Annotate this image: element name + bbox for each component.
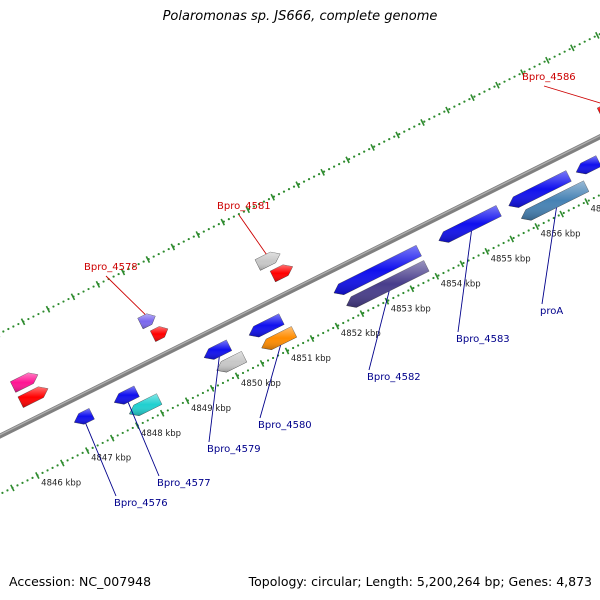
tick-mark: [45, 305, 51, 313]
bpro-4579-feature: [203, 339, 233, 360]
bpro-4586-label: Bpro_4586: [522, 72, 576, 83]
bpro-4581-feature: [254, 251, 281, 271]
tick-mark: [10, 484, 15, 492]
tick-label: 4848 kbp: [141, 429, 181, 439]
tick-mark: [484, 247, 490, 255]
tick-mark: [85, 447, 90, 455]
gene-feature: [508, 170, 572, 208]
accession-text: Accession: NC_007948: [9, 574, 152, 589]
tick-mark: [70, 293, 76, 301]
tick-mark: [534, 223, 539, 230]
tick-mark: [359, 310, 365, 318]
gene-feature: [269, 264, 294, 283]
tick-mark: [220, 218, 226, 226]
tick-label: 4853 kbp: [391, 304, 431, 314]
tick-mark: [409, 285, 415, 293]
tick-mark: [595, 31, 600, 39]
tick-mark: [570, 44, 575, 52]
tick-mark: [559, 210, 564, 218]
tick-mark: [195, 231, 201, 239]
bpro-4576-feature: [73, 408, 95, 425]
tick-mark: [295, 181, 300, 189]
tick-mark: [159, 409, 165, 417]
tick-mark: [545, 56, 550, 64]
tick-mark: [345, 156, 350, 164]
bpro-4580-label: Bpro_4580: [258, 420, 312, 431]
tick-mark: [459, 260, 465, 268]
bpro-4583-feature: [438, 205, 502, 243]
proa-label: proA: [540, 306, 563, 317]
tick-label: 4855 kbp: [491, 255, 531, 265]
tick-mark: [520, 69, 525, 77]
bpro-4579-label: Bpro_4579: [207, 444, 261, 455]
gene-labels: Bpro_4576 Bpro_4577 Bpro_4578 Bpro_4579 Bpro…: [84, 72, 600, 509]
backbone-line: [0, 134, 600, 439]
gene-feature: [333, 244, 422, 295]
tick-track: 4846 kbp 4847 kbp 4848 kbp 4849 kbp 4850 kbp…: [0, 31, 600, 494]
tick-mark: [209, 384, 215, 392]
tick-mark: [184, 397, 190, 405]
gene-feature: [575, 155, 600, 175]
tick-mark: [134, 422, 140, 430]
genome-backbone: [0, 134, 600, 439]
tick-mark: [145, 255, 151, 263]
gene-feature: [149, 326, 169, 342]
tick-mark: [120, 268, 126, 276]
gene-feature: [129, 393, 163, 416]
tick-label: 4851 kbp: [291, 354, 331, 364]
gene-feature: [10, 372, 39, 393]
tick-mark: [495, 81, 500, 89]
gene-feature: [17, 386, 49, 408]
tick-mark: [370, 143, 375, 151]
bpro-4580-feature: [261, 326, 298, 351]
tick-mark: [334, 322, 340, 330]
tick-mark: [234, 372, 240, 380]
gene-features: [10, 106, 600, 425]
bpro-4578-feature: [137, 313, 156, 330]
tick-label: 4850 kbp: [241, 379, 281, 389]
tick-mark: [259, 359, 265, 367]
tick-mark: [170, 243, 176, 251]
map-title: Polaromonas sp. JS666, complete genome: [162, 9, 438, 24]
tick-mark: [584, 198, 589, 206]
proa-feature: [521, 180, 590, 221]
tick-mark: [95, 280, 101, 288]
bpro-4577-label: Bpro_4577: [157, 478, 211, 489]
tick-mark: [60, 459, 65, 467]
tick-mark: [395, 131, 400, 139]
tick-mark: [470, 94, 475, 102]
bpro-4578-label: Bpro_4578: [84, 262, 138, 273]
tick-label: 4854 kbp: [441, 279, 481, 289]
bpro-4586-feature: [596, 106, 600, 115]
tick-label: 4846 kbp: [41, 479, 81, 489]
tick-label: 4857 kbp: [590, 205, 600, 215]
tick-mark: [284, 347, 290, 355]
gene-feature: [248, 313, 285, 338]
bpro-4577-feature: [113, 385, 140, 405]
bpro-4582-label: Bpro_4582: [367, 372, 421, 383]
tick-label: 4849 kbp: [191, 404, 231, 414]
tick-mark: [509, 235, 515, 243]
bpro-4582-feature: [346, 260, 430, 308]
tick-mark: [20, 318, 26, 326]
tick-mark: [320, 168, 325, 176]
tick-label: 4856 kbp: [541, 230, 581, 240]
genome-summary-text: Topology: circular; Length: 5,200,264 bp…: [248, 574, 592, 589]
tick-mark: [270, 193, 275, 201]
tick-mark: [109, 434, 115, 442]
bpro-4581-label: Bpro_4581: [217, 201, 271, 212]
bpro-4583-label: Bpro_4583: [456, 334, 510, 345]
tick-mark: [309, 335, 315, 343]
tick-mark: [245, 206, 251, 214]
tick-mark: [420, 119, 425, 127]
bpro-4576-label: Bpro_4576: [114, 498, 168, 509]
tick-mark: [445, 106, 450, 114]
tick-mark: [35, 471, 40, 479]
tick-mark: [434, 272, 440, 280]
tick-label: 4847 kbp: [91, 454, 131, 464]
tick-label: 4852 kbp: [341, 329, 381, 339]
